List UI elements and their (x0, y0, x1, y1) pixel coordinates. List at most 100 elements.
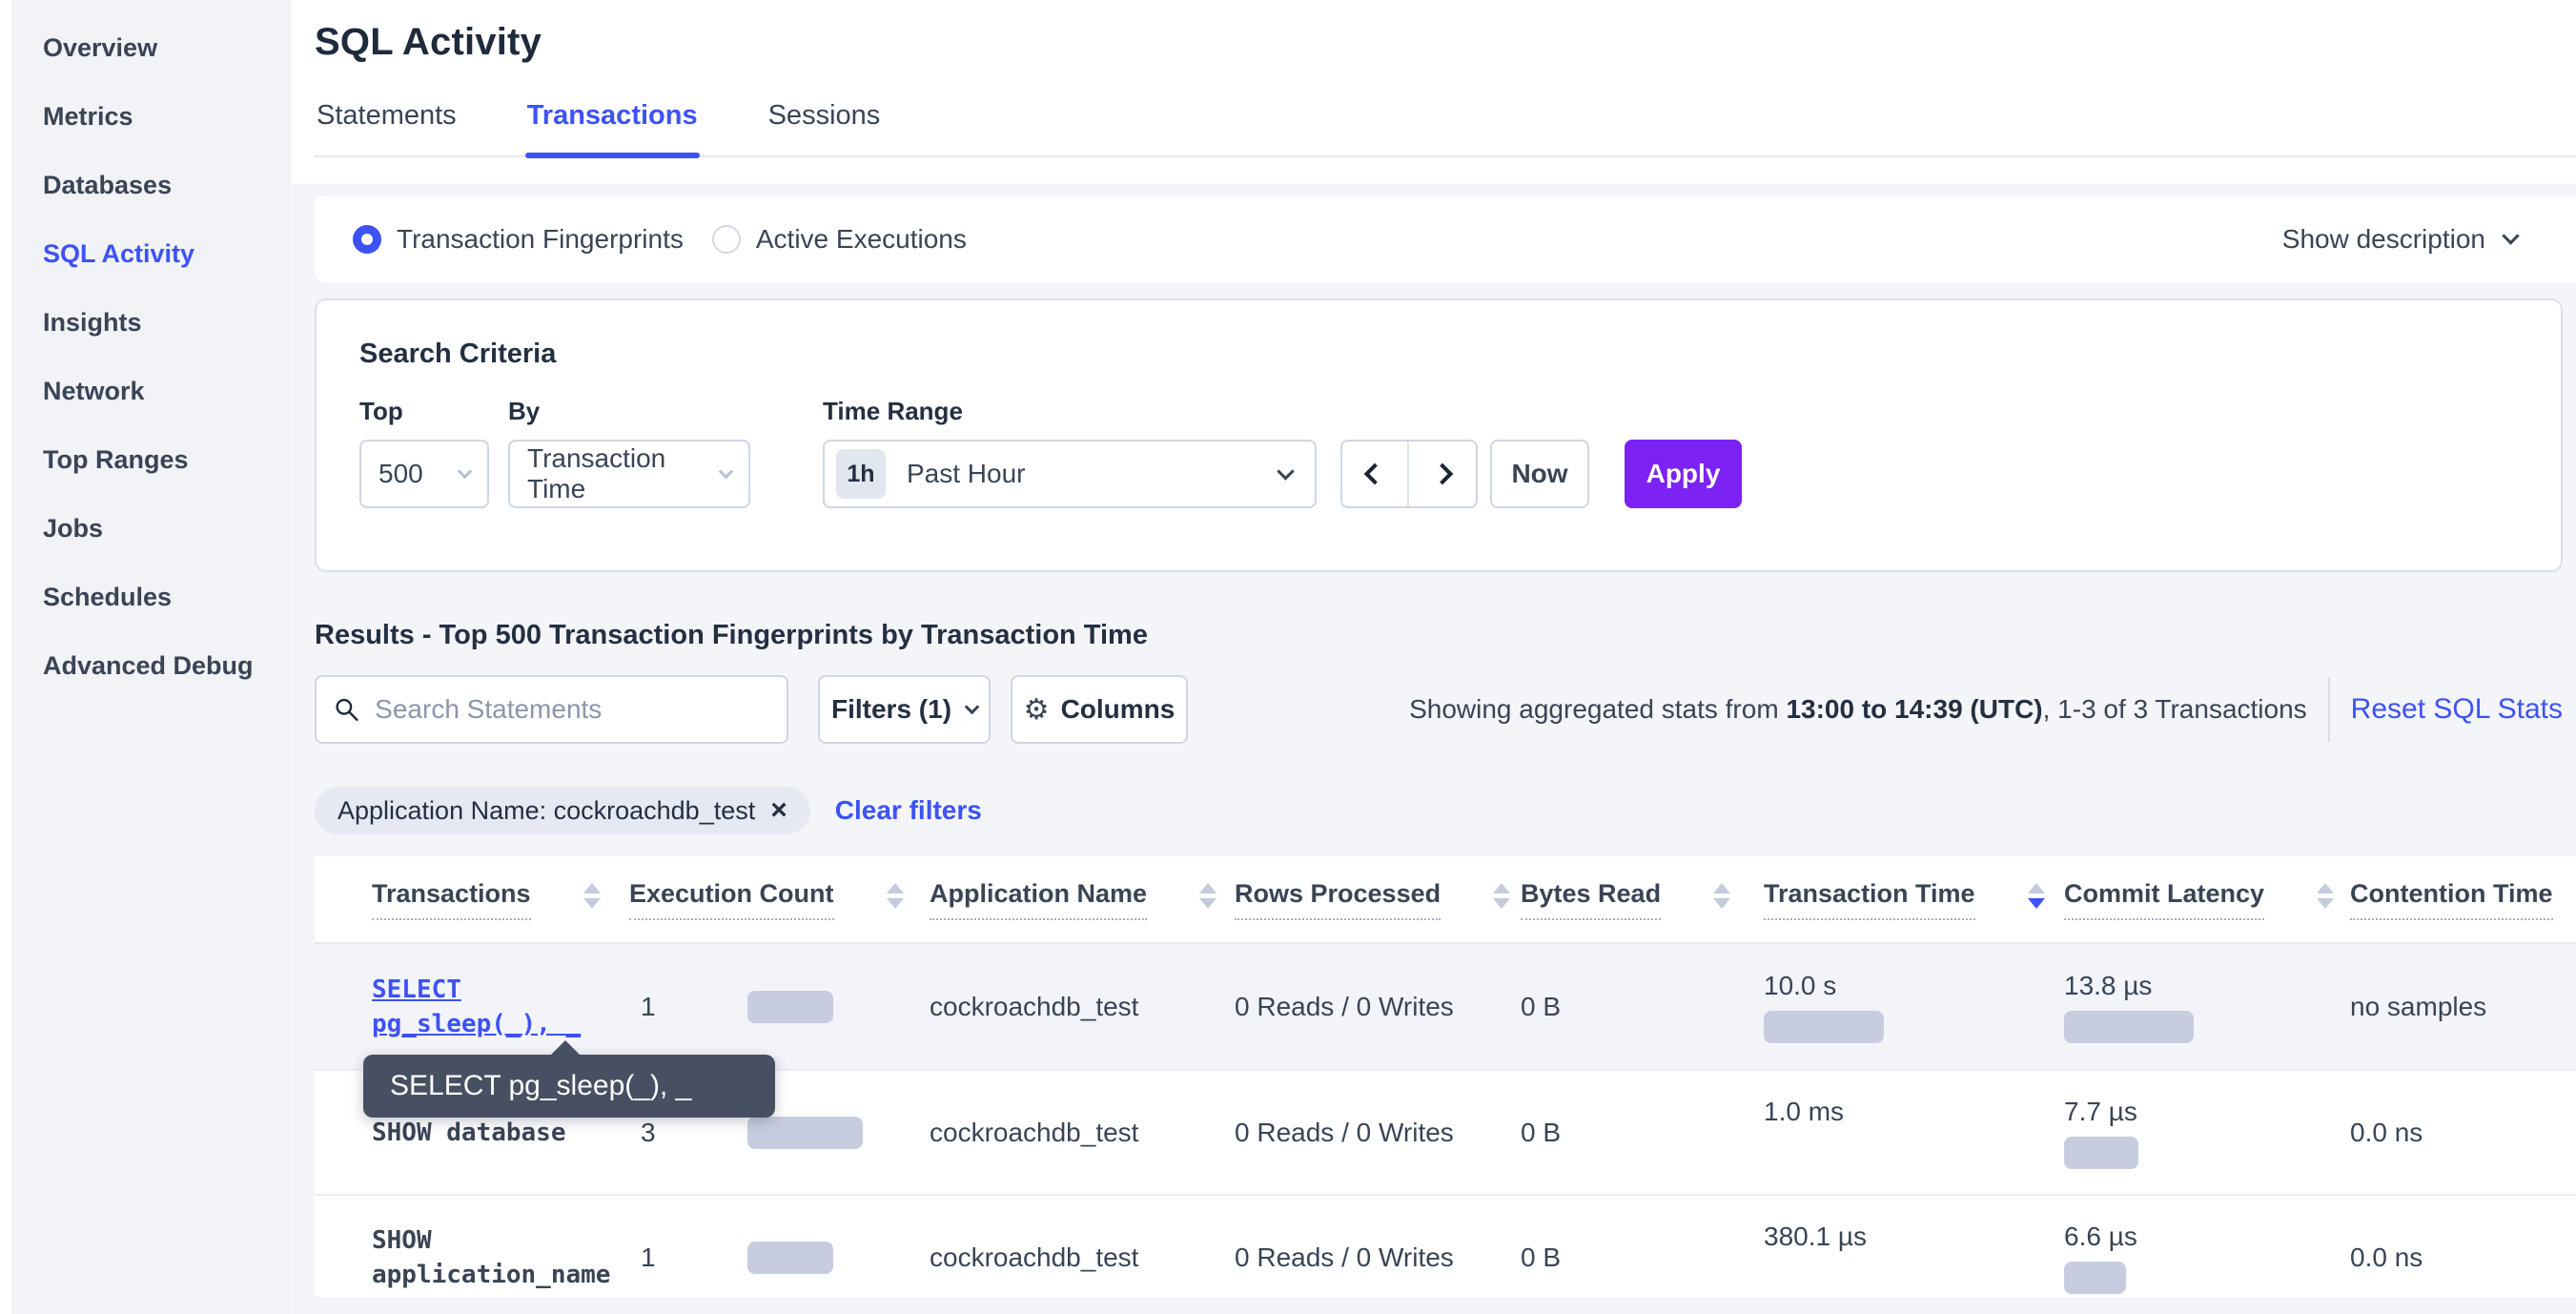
commit-latency-bar (2064, 1136, 2138, 1169)
execution-count-bar (747, 1116, 863, 1149)
search-input[interactable] (375, 694, 769, 725)
sidebar-item-network[interactable]: Network (43, 377, 145, 405)
clear-filters-link[interactable]: Clear filters (834, 795, 982, 825)
show-description-toggle[interactable]: Show description (2281, 223, 2520, 255)
table-row[interactable]: SELECT pg_sleep(_), _ 1 cockroachdb_test… (315, 944, 2576, 1069)
radio-label: Transaction Fingerprints (397, 223, 684, 254)
top-label: Top (359, 397, 403, 425)
sidebar-item-top-ranges[interactable]: Top Ranges (43, 445, 189, 474)
contention-time-value: 0.0 ns (2350, 1117, 2423, 1147)
column-header-rows-processed: Rows Processed (1235, 879, 1521, 920)
stats-range: 13:00 to 14:39 (UTC) (1786, 694, 2043, 724)
filters-button[interactable]: Filters (1) (818, 675, 991, 744)
transaction-time-value: 10.0 s (1764, 970, 1837, 1000)
tab-sessions[interactable]: Sessions (767, 100, 881, 131)
time-range-badge: 1h (836, 449, 886, 499)
gear-icon: ⚙ (1023, 693, 1050, 726)
sort-toggle[interactable] (583, 882, 601, 909)
reset-sql-stats-link[interactable]: Reset SQL Stats (2350, 693, 2563, 725)
active-filters-row: Application Name: cockroachdb_test × Cle… (315, 787, 2576, 834)
time-range-select[interactable]: 1h Past Hour (823, 440, 1317, 508)
statement-tooltip: SELECT pg_sleep(_), _ (363, 1040, 775, 1118)
transaction-fingerprint-link[interactable]: SELECT pg_sleep(_), _ (372, 975, 582, 1038)
column-header-transaction-time: Transaction Time (1764, 879, 2064, 920)
page-title: SQL Activity (315, 21, 542, 63)
commit-latency-value: 13.8 µs (2064, 970, 2153, 1000)
rows-processed-value: 0 Reads / 0 Writes (1235, 1242, 1454, 1272)
sort-toggle[interactable] (2317, 882, 2335, 909)
commit-latency-bar (2064, 1010, 2194, 1043)
transaction-fingerprint[interactable]: SHOW database (372, 1118, 566, 1147)
time-range-label: Time Range (823, 397, 963, 425)
now-button[interactable]: Now (1490, 440, 1589, 508)
execution-count-value: 1 (641, 1242, 656, 1272)
search-icon (336, 698, 358, 722)
table-header-row: Transactions Execution Count Application… (315, 856, 2576, 944)
top-field: Top 500 (359, 397, 489, 508)
column-header-transactions: Transactions (372, 879, 629, 920)
apply-button[interactable]: Apply (1625, 440, 1742, 508)
radio-selected-icon[interactable] (353, 224, 381, 254)
column-header-bytes-read: Bytes Read (1521, 879, 1764, 920)
commit-latency-value: 6.6 µs (2064, 1221, 2137, 1251)
by-select[interactable]: Transaction Time (508, 440, 750, 508)
sidebar-item-sql-activity[interactable]: SQL Activity (43, 239, 195, 268)
application-name-value: cockroachdb_test (930, 991, 1139, 1021)
tab-transactions[interactable]: Transactions (524, 96, 700, 158)
column-header-commit-latency: Commit Latency (2064, 879, 2350, 920)
previous-range-button[interactable] (1342, 441, 1409, 506)
remove-filter-icon[interactable]: × (770, 794, 787, 826)
tooltip-text: SELECT pg_sleep(_), _ (390, 1070, 692, 1101)
search-statements-box[interactable] (315, 675, 788, 744)
execution-count-bar (747, 1241, 833, 1274)
columns-button[interactable]: ⚙ Columns (1011, 675, 1188, 744)
sort-toggle[interactable] (1199, 882, 1217, 909)
execution-count-value: 3 (641, 1117, 656, 1147)
sidebar-item-jobs[interactable]: Jobs (43, 514, 104, 543)
transaction-time-value: 1.0 ms (1764, 1096, 1845, 1126)
main-content: SQL Activity Statements Transactions Ses… (291, 0, 2576, 1314)
sort-toggle-active-desc[interactable] (2027, 882, 2045, 909)
bytes-read-value: 0 B (1521, 1242, 1562, 1272)
sort-toggle[interactable] (1713, 882, 1731, 909)
columns-label: Columns (1060, 694, 1176, 724)
aggregated-stats-text: Showing aggregated stats from 13:00 to 1… (1409, 694, 2307, 724)
transactions-table: Transactions Execution Count Application… (315, 856, 2576, 1297)
chevron-down-icon (2502, 227, 2520, 245)
column-header-application-name: Application Name (930, 879, 1235, 920)
sidebar-item-metrics[interactable]: Metrics (43, 102, 133, 131)
table-row[interactable]: SHOW application_name 1 cockroachdb_test… (315, 1194, 2576, 1314)
show-description-label: Show description (2281, 223, 2485, 254)
sort-toggle[interactable] (1493, 882, 1511, 909)
sidebar-item-overview[interactable]: Overview (43, 33, 158, 62)
next-range-button[interactable] (1409, 441, 1476, 506)
execution-count-value: 1 (641, 991, 656, 1021)
sidebar-item-advanced-debug[interactable]: Advanced Debug (43, 651, 254, 680)
chevron-down-icon (457, 463, 473, 479)
sidebar-item-insights[interactable]: Insights (43, 308, 142, 337)
filter-chip-application-name[interactable]: Application Name: cockroachdb_test × (315, 787, 810, 834)
tab-bar: Statements Transactions Sessions (315, 96, 2576, 158)
column-header-execution-count: Execution Count (629, 879, 930, 920)
radio-transaction-fingerprints[interactable]: Transaction Fingerprints (353, 224, 684, 255)
search-criteria-title: Search Criteria (359, 339, 557, 369)
contention-time-value: 0.0 ns (2350, 1242, 2423, 1272)
transaction-time-bar (1764, 1010, 1884, 1043)
by-value: Transaction Time (527, 443, 666, 503)
tooltip-arrow (549, 1040, 582, 1057)
radio-unselected-icon[interactable] (711, 224, 741, 254)
rows-processed-value: 0 Reads / 0 Writes (1235, 991, 1454, 1021)
transaction-time-value: 380.1 µs (1764, 1221, 1867, 1251)
bytes-read-value: 0 B (1521, 1117, 1562, 1147)
sidebar-item-schedules[interactable]: Schedules (43, 583, 173, 611)
table-row[interactable]: SHOW database 3 cockroachdb_test 0 Reads… (315, 1069, 2576, 1194)
tab-statements[interactable]: Statements (317, 100, 457, 131)
transaction-fingerprint[interactable]: SHOW application_name (372, 1225, 611, 1289)
vertical-divider (2327, 677, 2330, 742)
top-select[interactable]: 500 (359, 440, 489, 508)
sidebar-item-databases[interactable]: Databases (43, 171, 173, 199)
radio-active-executions[interactable]: Active Executions (711, 224, 967, 255)
sort-toggle[interactable] (886, 882, 904, 909)
filter-chip-label: Application Name: cockroachdb_test (337, 795, 756, 825)
